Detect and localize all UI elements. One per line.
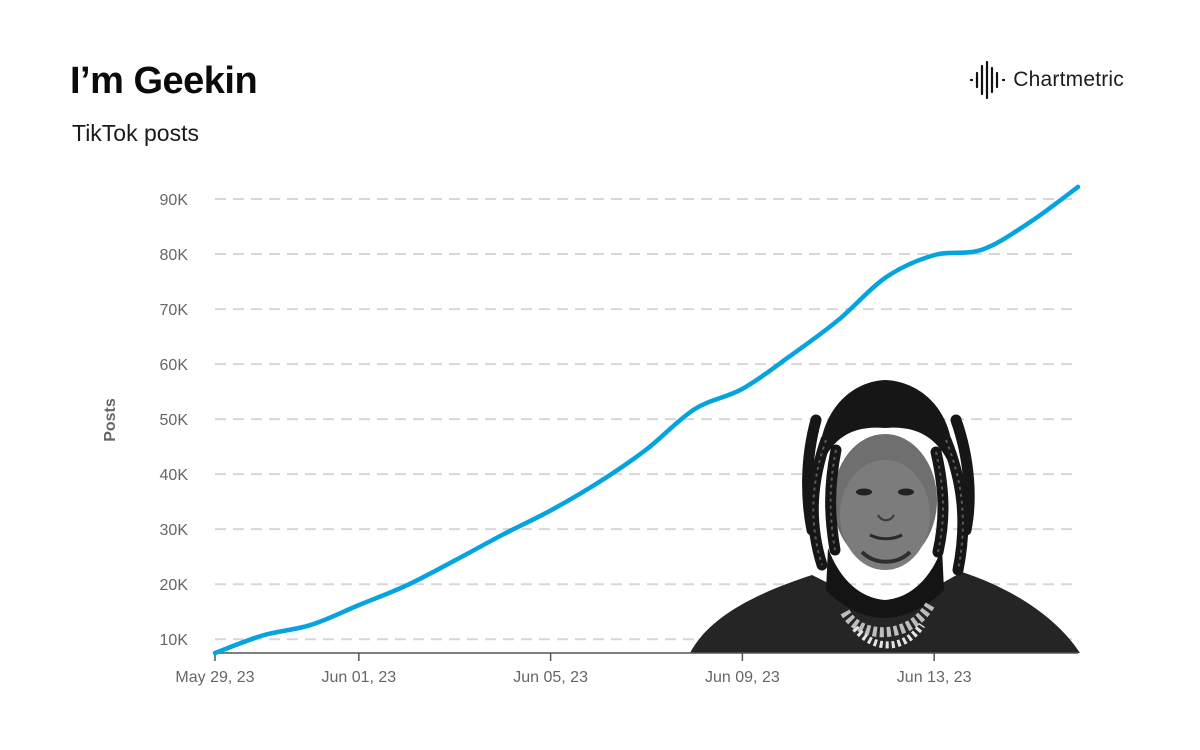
grid-lines [215, 198, 1078, 641]
waveform-logo-icon [970, 60, 1006, 100]
x-tick-label: Jun 01, 23 [321, 669, 396, 686]
y-tick-label: 20K [160, 577, 189, 594]
y-tick-label: 80K [160, 247, 189, 264]
x-axis: May 29, 23 Jun 01, 23 Jun 05, 23 Jun 09, 23… [175, 652, 1078, 686]
y-tick-label: 60K [160, 357, 189, 374]
artist-photo [690, 380, 1080, 653]
brand-name: Chartmetric [1013, 68, 1124, 91]
y-axis-label: Posts [102, 398, 119, 442]
chart-title: I’m Geekin [70, 60, 258, 102]
x-tick-label: Jun 05, 23 [513, 669, 588, 686]
x-tick-label: May 29, 23 [175, 669, 254, 686]
chart-subtitle: TikTok posts [72, 120, 199, 146]
brand-logo: Chartmetric [969, 60, 1124, 100]
y-axis-ticks: 10K 20K 30K 40K 50K 60K 70K 80K 90K [160, 192, 189, 649]
y-tick-label: 40K [160, 467, 189, 484]
y-tick-label: 90K [160, 192, 189, 209]
y-tick-label: 70K [160, 302, 189, 319]
x-tick-label: Jun 13, 23 [897, 669, 972, 686]
y-tick-label: 30K [160, 522, 189, 539]
series-line [212, 184, 1081, 656]
x-tick-label: Jun 09, 23 [705, 669, 780, 686]
y-tick-label: 50K [160, 412, 189, 429]
series-layer [212, 184, 1081, 656]
y-tick-label: 10K [160, 632, 189, 649]
